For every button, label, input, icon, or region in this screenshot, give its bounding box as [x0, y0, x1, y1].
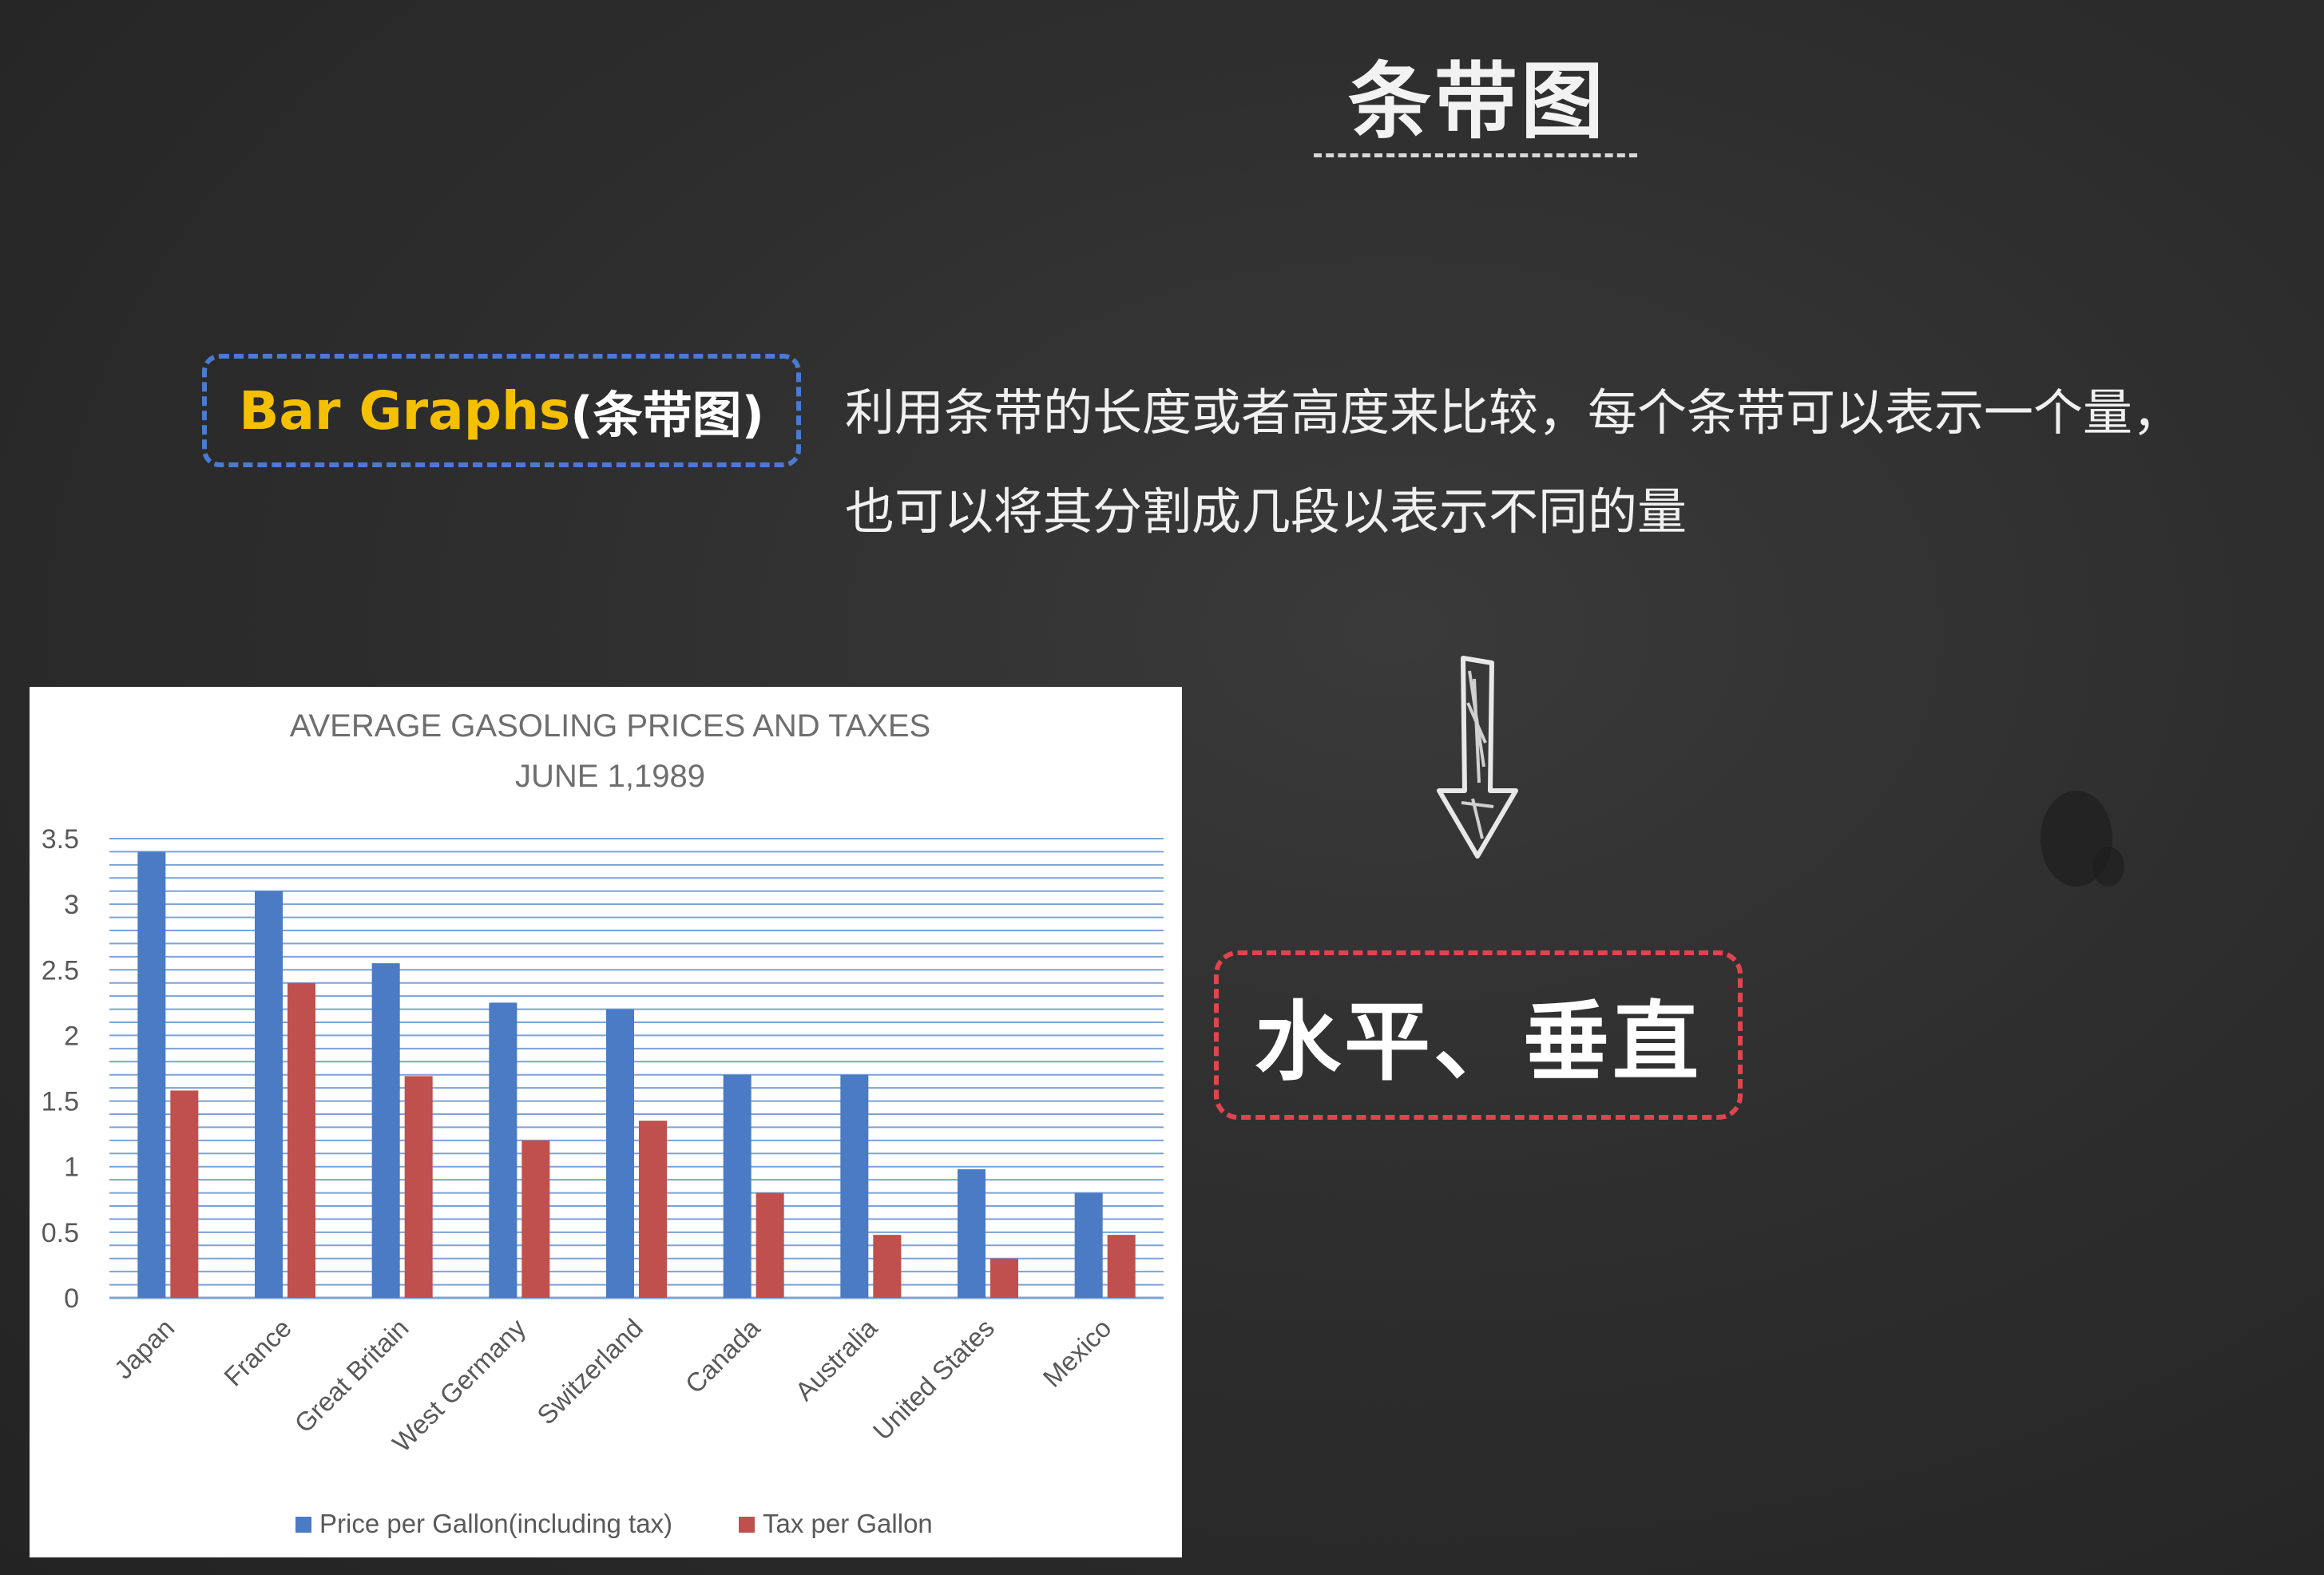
chart-subtitle: JUNE 1,1989	[515, 759, 705, 794]
x-tick-label: Australia	[789, 1312, 882, 1406]
bar-tax	[170, 1090, 199, 1298]
bar-chart: AVERAGE GASOLING PRICES AND TAXES JUNE 1…	[42, 708, 1164, 1538]
bar-price	[255, 891, 283, 1298]
y-tick-label: 1.5	[42, 1087, 79, 1117]
y-tick-label: 3	[64, 890, 79, 920]
description-line-1: 利用条带的长度或者高度来比较，每个条带可以表示一个量，	[845, 383, 2183, 442]
legend-label: Tax per Gallon	[763, 1509, 933, 1538]
y-tick-label: 3.5	[42, 824, 79, 855]
chalk-smudge	[2092, 847, 2124, 887]
bar-price	[958, 1169, 986, 1298]
y-tick-label: 0.5	[42, 1218, 79, 1248]
legend-swatch	[295, 1517, 311, 1533]
bar-tax	[990, 1258, 1018, 1298]
x-tick-label: Switzerland	[531, 1313, 648, 1430]
title-underline	[1314, 153, 1637, 157]
term-english: Bar Graphs	[239, 379, 571, 442]
bar-price	[723, 1074, 752, 1298]
description: 利用条带的长度或者高度来比较，每个条带可以表示一个量， 也可以将其分割成几段以表…	[845, 363, 2298, 561]
chart-bars	[137, 851, 1136, 1298]
orientation-box: 水平、垂直	[1214, 950, 1743, 1120]
chart-legend: Price per Gallon(including tax) Tax per G…	[295, 1509, 933, 1538]
down-arrow-icon	[1437, 656, 1518, 859]
bar-tax	[873, 1235, 902, 1298]
x-tick-label: Great Britain	[288, 1313, 414, 1438]
y-axis-ticks: 0 0.5 1 1.5 2 2.5 3 3.5	[42, 824, 79, 1314]
orientation-label: 水平、垂直	[1254, 993, 1702, 1093]
bar-price	[840, 1074, 869, 1298]
legend-swatch	[739, 1517, 755, 1533]
chart-title: AVERAGE GASOLING PRICES AND TAXES	[290, 708, 930, 744]
bar-tax	[404, 1076, 433, 1298]
x-tick-label: Mexico	[1037, 1313, 1117, 1393]
bar-tax	[522, 1140, 550, 1298]
y-tick-label: 2.5	[42, 955, 79, 986]
term-box: Bar Graphs (条带图)	[202, 354, 801, 467]
bar-tax	[288, 982, 315, 1298]
x-tick-label: Japan	[109, 1313, 180, 1385]
bar-tax	[755, 1192, 784, 1298]
term-chinese: (条带图)	[570, 386, 764, 444]
bar-chart-panel: AVERAGE GASOLING PRICES AND TAXES JUNE 1…	[30, 687, 1182, 1557]
x-tick-label: United States	[867, 1313, 1000, 1446]
y-tick-label: 0	[64, 1283, 79, 1314]
bar-tax	[639, 1121, 667, 1298]
y-tick-label: 1	[64, 1152, 79, 1183]
bar-price	[1074, 1192, 1103, 1298]
chart-grid	[109, 838, 1164, 1299]
bar-price	[606, 1009, 634, 1298]
bar-price	[371, 963, 400, 1298]
bar-price	[137, 851, 166, 1298]
bar-tax	[1107, 1235, 1136, 1298]
x-tick-label: France	[218, 1313, 297, 1392]
y-tick-label: 2	[64, 1021, 79, 1051]
description-line-2: 也可以将其分割成几段以表示不同的量	[845, 482, 1687, 541]
x-tick-label: Canada	[680, 1312, 766, 1398]
bar-price	[489, 1002, 518, 1298]
slide-title: 条带图	[1347, 53, 1607, 150]
legend-label: Price per Gallon(including tax)	[319, 1509, 672, 1538]
